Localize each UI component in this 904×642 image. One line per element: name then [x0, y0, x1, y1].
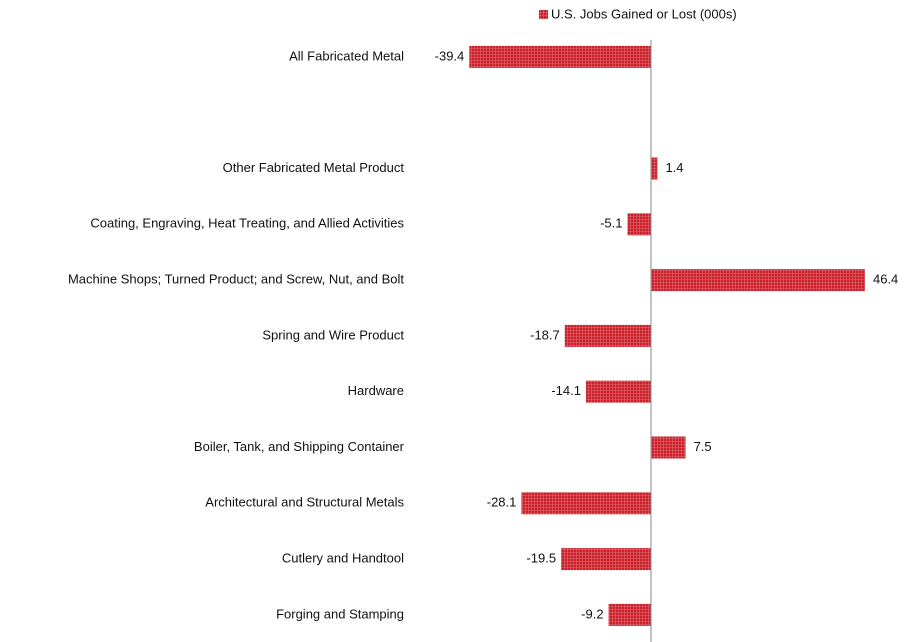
bar [564, 324, 651, 347]
value-label: 1.4 [665, 160, 683, 175]
bar [585, 380, 651, 403]
bar [608, 603, 651, 626]
category-label: Forging and Stamping [276, 606, 404, 621]
category-label: Boiler, Tank, and Shipping Container [194, 439, 405, 454]
value-label: -39.4 [435, 48, 465, 63]
bar [651, 269, 865, 292]
category-label: Spring and Wire Product [262, 327, 404, 342]
value-label: 7.5 [694, 439, 712, 454]
value-label: -19.5 [526, 551, 556, 566]
bar [651, 436, 686, 459]
value-label: -18.7 [530, 327, 560, 342]
value-label: 46.4 [873, 272, 898, 287]
value-label: -5.1 [600, 216, 622, 231]
category-label: Other Fabricated Metal Product [223, 160, 405, 175]
legend-label: U.S. Jobs Gained or Lost (000s) [551, 6, 737, 21]
category-label: Architectural and Structural Metals [205, 495, 404, 510]
category-label: Machine Shops; Turned Product; and Screw… [68, 272, 404, 287]
legend-swatch [539, 10, 548, 19]
category-label: Cutlery and Handtool [282, 551, 404, 566]
bar [561, 548, 651, 571]
value-label: -9.2 [581, 606, 603, 621]
category-label: Hardware [348, 383, 404, 398]
category-label: Coating, Engraving, Heat Treating, and A… [90, 216, 404, 231]
bar [521, 492, 651, 515]
bar [469, 45, 651, 68]
value-label: -28.1 [487, 495, 517, 510]
value-label: -14.1 [551, 383, 581, 398]
bar [651, 157, 658, 180]
bar [627, 213, 651, 236]
category-label: All Fabricated Metal [289, 48, 404, 63]
